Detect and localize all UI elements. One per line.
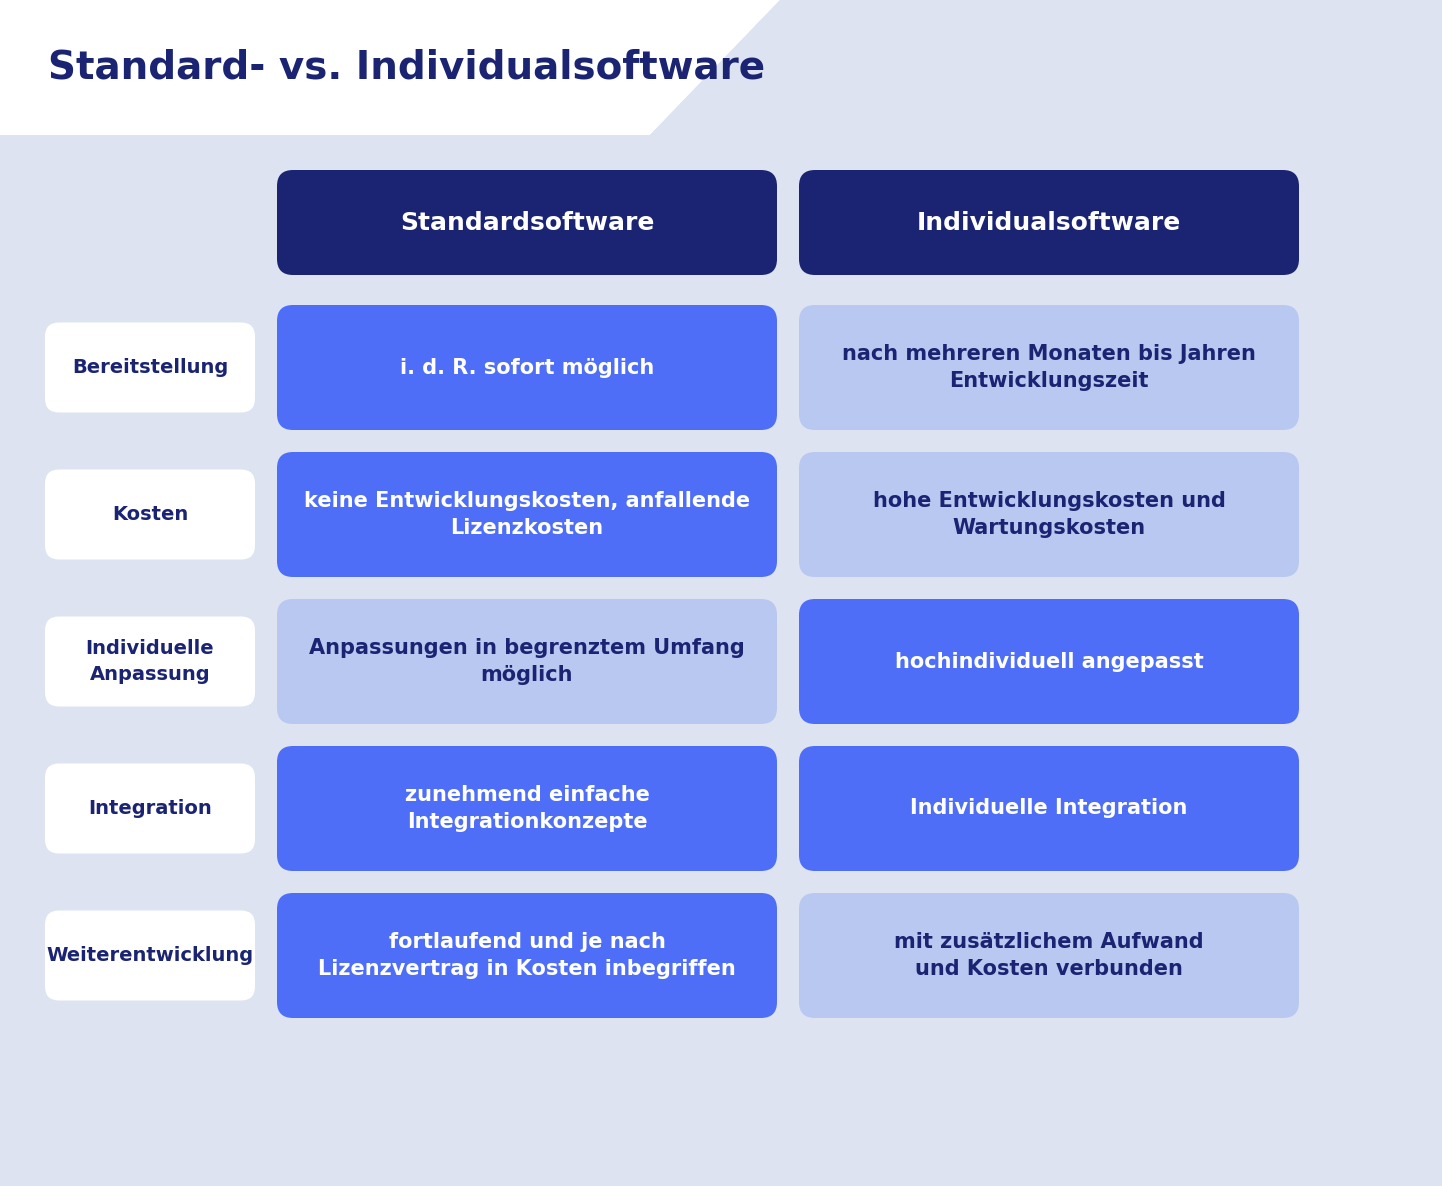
FancyBboxPatch shape — [45, 764, 255, 854]
Text: Integration: Integration — [88, 799, 212, 818]
FancyBboxPatch shape — [799, 599, 1299, 723]
Text: hochindividuell angepasst: hochindividuell angepasst — [894, 651, 1204, 671]
Text: Anpassungen in begrenztem Umfang
möglich: Anpassungen in begrenztem Umfang möglich — [309, 638, 746, 684]
Text: Individuelle
Anpassung: Individuelle Anpassung — [85, 639, 215, 683]
FancyBboxPatch shape — [799, 452, 1299, 578]
FancyBboxPatch shape — [277, 746, 777, 871]
FancyBboxPatch shape — [277, 599, 777, 723]
FancyBboxPatch shape — [277, 893, 777, 1018]
FancyBboxPatch shape — [799, 893, 1299, 1018]
Text: mit zusätzlichem Aufwand
und Kosten verbunden: mit zusätzlichem Aufwand und Kosten verb… — [894, 932, 1204, 978]
FancyBboxPatch shape — [277, 170, 777, 275]
FancyBboxPatch shape — [45, 470, 255, 560]
Text: hohe Entwicklungskosten und
Wartungskosten: hohe Entwicklungskosten und Wartungskost… — [872, 491, 1226, 537]
Polygon shape — [0, 0, 780, 135]
Text: i. d. R. sofort möglich: i. d. R. sofort möglich — [399, 357, 655, 377]
Text: keine Entwicklungskosten, anfallende
Lizenzkosten: keine Entwicklungskosten, anfallende Liz… — [304, 491, 750, 537]
FancyBboxPatch shape — [45, 323, 255, 413]
Text: Standardsoftware: Standardsoftware — [399, 210, 655, 235]
Text: Weiterentwicklung: Weiterentwicklung — [46, 946, 254, 965]
FancyBboxPatch shape — [45, 617, 255, 707]
FancyBboxPatch shape — [277, 305, 777, 431]
Text: Individualsoftware: Individualsoftware — [917, 210, 1181, 235]
Text: Individuelle Integration: Individuelle Integration — [910, 798, 1188, 818]
Text: zunehmend einfache
Integrationkonzepte: zunehmend einfache Integrationkonzepte — [405, 785, 649, 831]
FancyBboxPatch shape — [799, 170, 1299, 275]
FancyBboxPatch shape — [277, 452, 777, 578]
FancyBboxPatch shape — [45, 911, 255, 1001]
Text: Kosten: Kosten — [112, 505, 187, 524]
Text: Standard- vs. Individualsoftware: Standard- vs. Individualsoftware — [48, 49, 766, 87]
Text: fortlaufend und je nach
Lizenzvertrag in Kosten inbegriffen: fortlaufend und je nach Lizenzvertrag in… — [319, 932, 735, 978]
Polygon shape — [650, 0, 1442, 135]
FancyBboxPatch shape — [799, 305, 1299, 431]
FancyBboxPatch shape — [799, 746, 1299, 871]
Text: Bereitstellung: Bereitstellung — [72, 358, 228, 377]
Text: nach mehreren Monaten bis Jahren
Entwicklungszeit: nach mehreren Monaten bis Jahren Entwick… — [842, 344, 1256, 390]
